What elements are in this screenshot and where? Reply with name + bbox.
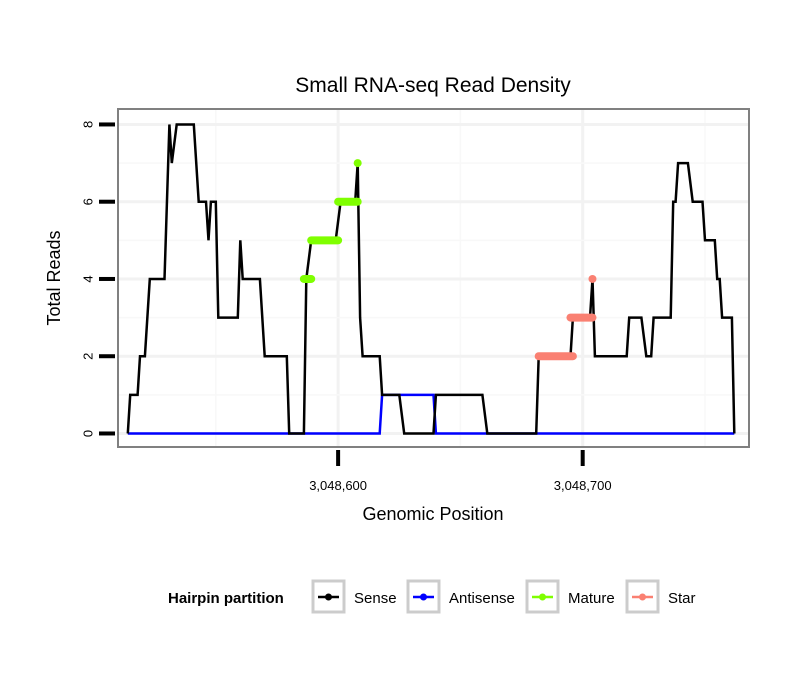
series-layer <box>126 123 736 435</box>
chart-title: Small RNA-seq Read Density <box>295 74 571 97</box>
legend: Hairpin partition Sense Antisense Mature St… <box>168 579 696 614</box>
y-tick-label: 4 <box>81 275 96 282</box>
legend-item-sense: Sense <box>311 579 397 614</box>
legend-label: Mature <box>568 590 615 607</box>
y-tick-label: 2 <box>81 353 96 360</box>
series-mature-point <box>353 159 362 168</box>
legend-label: Sense <box>354 590 397 607</box>
y-tick-label: 8 <box>81 121 96 128</box>
legend-label: Star <box>668 590 696 607</box>
y-tick-label: 0 <box>81 430 96 437</box>
legend-key-point <box>325 593 332 601</box>
series-sense-line <box>126 123 736 435</box>
legend-label: Antisense <box>449 590 515 607</box>
plot-panel <box>117 108 750 448</box>
x-tick-label: 3,048,600 <box>309 478 367 493</box>
x-axis-title: Genomic Position <box>362 504 503 524</box>
legend-key-point <box>420 593 427 601</box>
y-tick-label: 6 <box>81 198 96 205</box>
x-tick-label: 3,048,700 <box>554 478 612 493</box>
legend-key-point <box>539 593 546 601</box>
series-antisense-line <box>127 393 735 435</box>
y-axis-title: Total Reads <box>44 230 64 325</box>
legend-item-star: Star <box>625 579 696 614</box>
y-axis: 0 2 4 6 8 <box>81 121 115 437</box>
legend-item-mature: Mature <box>525 579 615 614</box>
x-axis: 3,048,600 3,048,700 <box>309 450 612 493</box>
legend-key-point <box>639 593 646 601</box>
series-star-point <box>588 274 597 283</box>
legend-item-antisense: Antisense <box>406 579 515 614</box>
legend-title: Hairpin partition <box>168 590 284 607</box>
